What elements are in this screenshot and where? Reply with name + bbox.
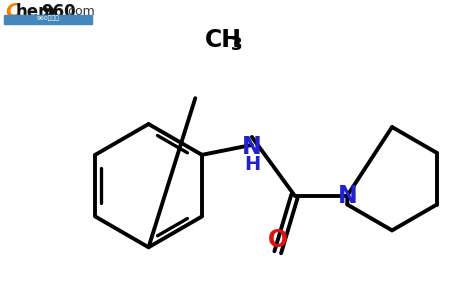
Text: 960化工网: 960化工网: [36, 16, 60, 21]
Text: CH: CH: [205, 28, 242, 52]
Text: N: N: [242, 135, 262, 159]
Text: C: C: [5, 2, 20, 21]
Text: 3: 3: [231, 35, 243, 54]
Text: .com: .com: [65, 5, 96, 18]
Text: H: H: [244, 155, 260, 174]
Text: O: O: [268, 228, 288, 252]
Text: 960: 960: [41, 3, 76, 21]
Text: N: N: [337, 184, 357, 208]
Bar: [4, 15, 92, 24]
Text: hem: hem: [15, 3, 56, 21]
